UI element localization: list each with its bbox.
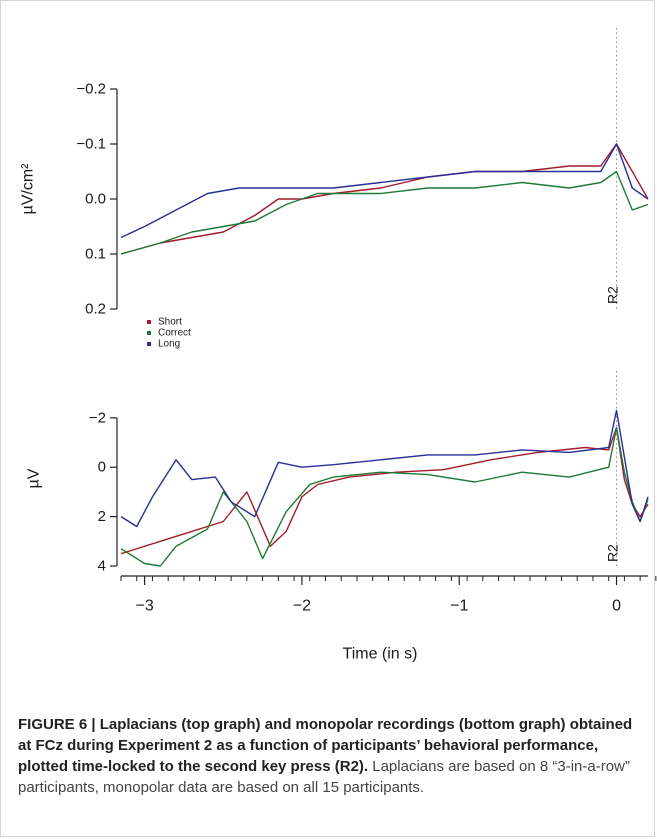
y-axis-label-2: µV: [26, 468, 43, 488]
y-tick-label-2-0: −2: [89, 409, 106, 426]
legend-label-long: Long: [158, 339, 180, 350]
series-line-correct-1: [120, 170, 649, 255]
x-tick-label-3: 0: [612, 598, 621, 615]
r2-marker-label-1: R2: [605, 286, 621, 304]
y-tick-label-2-1: 0: [98, 459, 106, 476]
legend-swatch-correct: [147, 331, 151, 335]
y-tick-label-1-0: −0.2: [76, 81, 106, 98]
legend-label-correct: Correct: [158, 328, 191, 339]
y-axis-label-1: µV/cm²: [20, 163, 37, 215]
y-tick-label-2-3: 4: [98, 558, 106, 575]
series-line-correct-2: [120, 427, 649, 567]
r2-marker-label-2: R2: [605, 544, 621, 562]
series-line-short-2: [120, 427, 649, 555]
x-axis-label: Time (in s): [343, 646, 418, 663]
series-line-long-2: [120, 409, 649, 528]
figure-caption: FIGURE 6 | Laplacians (top graph) and mo…: [18, 714, 640, 798]
y-tick-label-2-2: 2: [98, 508, 106, 525]
legend-swatch-short: [147, 320, 151, 324]
caption-title: FIGURE 6 | Laplacians (top graph) and mo…: [18, 716, 633, 775]
y-tick-label-1-2: 0.0: [85, 191, 106, 208]
series-line-long-1: [120, 143, 649, 239]
y-tick-label-1-3: 0.1: [85, 246, 106, 263]
figure-6-charts: −0.2 −0.1 0.0 0.1 0.2 µV/cm² R2 ShortCorrectLon…: [20, 28, 657, 663]
series-line-short-1: [120, 143, 649, 255]
x-tick-label-2: −1: [450, 598, 468, 615]
y-tick-label-1-4: 0.2: [85, 301, 106, 318]
legend-label-short: Short: [158, 317, 182, 328]
legend-swatch-long: [147, 342, 151, 346]
y-tick-label-1-1: −0.1: [76, 136, 106, 153]
x-tick-label-1: −2: [293, 598, 311, 615]
caption-body: Laplacians are based on 8 “3-in-a-row” p…: [18, 758, 630, 796]
x-tick-label-0: −3: [135, 598, 153, 615]
